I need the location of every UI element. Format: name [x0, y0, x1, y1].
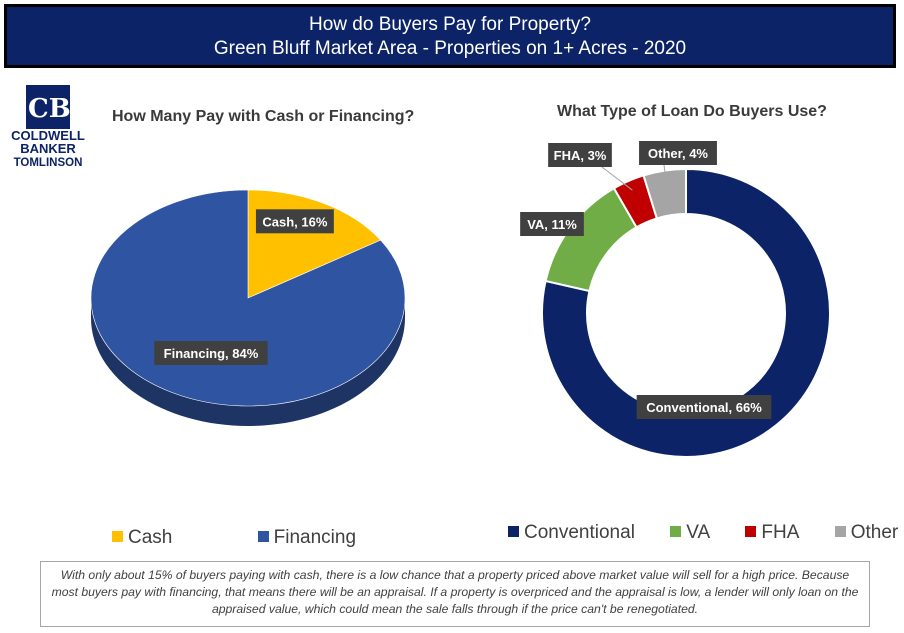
- legend-item-financing: Financing: [257, 527, 357, 549]
- logo-line-2: BANKER: [20, 141, 76, 156]
- legend-label-fha: FHA: [761, 522, 800, 543]
- brand-logo: CB COLDWELL BANKER TOMLINSON: [6, 85, 90, 170]
- page-title: How do Buyers Pay for Property?: [309, 14, 591, 35]
- logo-line-3: TOMLINSON: [13, 157, 83, 169]
- footnote: With only about 15% of buyers paying wit…: [40, 561, 870, 627]
- donut-conventional-label-text: Conventional, 66%: [646, 400, 762, 415]
- pie-cash-label: Cash, 16%: [255, 209, 334, 234]
- legend-item-other: Other: [834, 522, 899, 544]
- legend-swatch-cash: [112, 531, 123, 542]
- header-banner: How do Buyers Pay for Property? Green Bl…: [4, 4, 896, 68]
- donut-leader-other: [663, 164, 667, 181]
- donut-fha-label-box: [548, 143, 612, 167]
- legend-label-conventional: Conventional: [524, 522, 635, 543]
- pie-financing-label-text: Financing, 84%: [164, 346, 259, 361]
- legend-item-va: VA: [670, 522, 710, 544]
- pie-cash-label-text: Cash, 16%: [262, 214, 327, 229]
- donut-legend: Conventional VA FHA Other: [508, 522, 898, 544]
- legend-item-fha: FHA: [745, 522, 799, 544]
- donut-va-label-text: VA, 11%: [527, 217, 577, 232]
- pie-cash-label-box: [255, 209, 334, 234]
- legend-swatch-fha: [745, 526, 757, 537]
- legend-label-cash: Cash: [128, 527, 173, 548]
- pie-legend: Cash Financing: [112, 527, 386, 549]
- logo-line-1: COLDWELL: [11, 128, 85, 143]
- legend-swatch-conventional: [508, 526, 519, 537]
- legend-label-financing: Financing: [273, 527, 357, 548]
- donut-fha-label-text: FHA, 3%: [554, 148, 607, 163]
- legend-item-conventional: Conventional: [508, 522, 635, 544]
- donut-leader-fha: [601, 166, 633, 191]
- legend-swatch-va: [670, 526, 682, 537]
- donut-va-label: VA, 11%: [520, 212, 584, 236]
- donut-other-label-box: [639, 141, 717, 165]
- donut-other-label-text: Other, 4%: [648, 146, 708, 161]
- pie-financing-label-box: [154, 341, 268, 365]
- legend-label-va: VA: [686, 522, 711, 543]
- donut-slice-conventional: [541, 167, 831, 458]
- pie-chart-title: How Many Pay with Cash or Financing?: [112, 108, 415, 125]
- donut-va-label-box: [520, 212, 584, 236]
- pie-side: [91, 298, 405, 426]
- donut-conventional-label-box: [636, 395, 772, 419]
- legend-label-other: Other: [850, 522, 899, 543]
- donut-chart-title: What Type of Loan Do Buyers Use?: [557, 103, 827, 120]
- donut-slice-other: [642, 167, 687, 220]
- donut-other-label: Other, 4%: [639, 141, 717, 165]
- legend-swatch-financing: [257, 531, 269, 542]
- page-subtitle: Green Bluff Market Area - Properties on …: [213, 38, 687, 59]
- pie-financing-label: Financing, 84%: [154, 341, 268, 365]
- legend-item-cash: Cash: [112, 527, 172, 549]
- logo-monogram: CB: [26, 85, 71, 129]
- legend-swatch-other: [834, 526, 846, 537]
- donut-fha-label: FHA, 3%: [548, 143, 612, 167]
- donut-conventional-label: Conventional, 66%: [636, 395, 772, 419]
